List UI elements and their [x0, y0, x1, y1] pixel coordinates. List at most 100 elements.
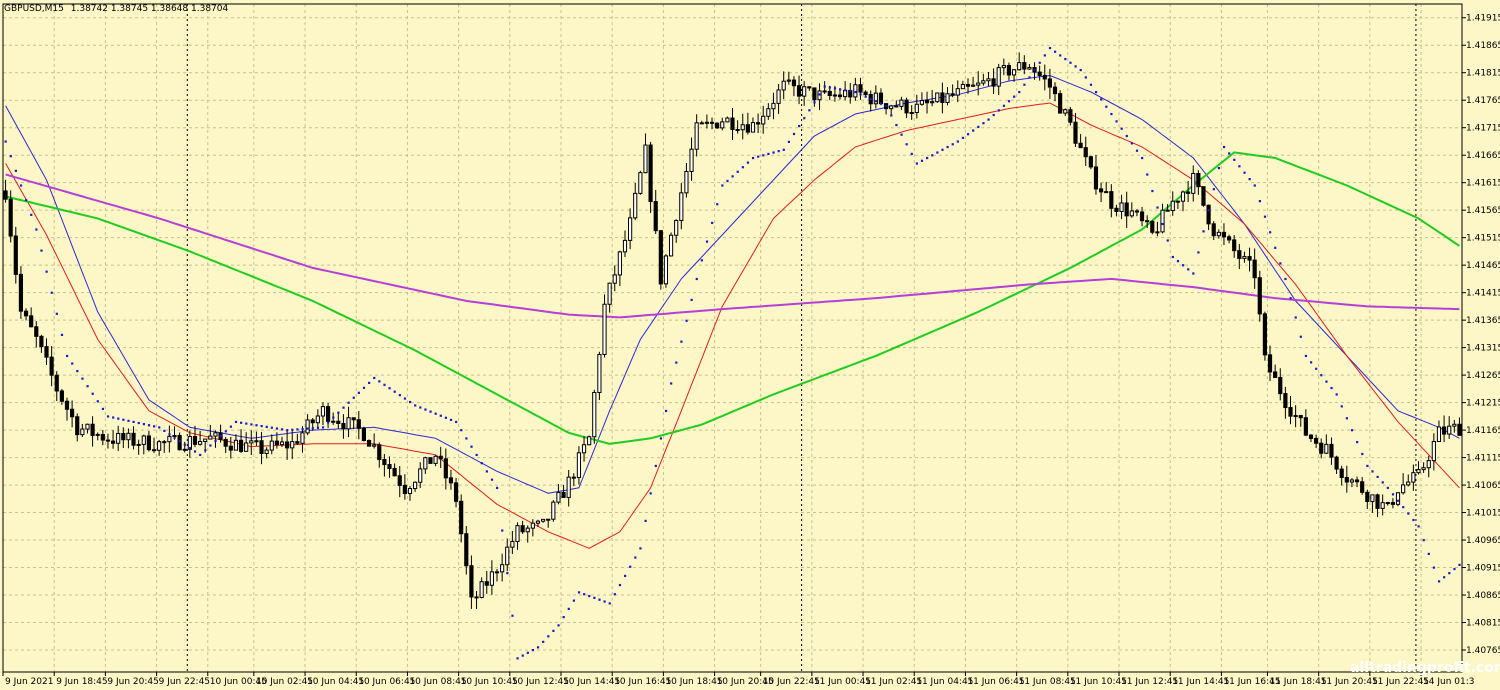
candle	[438, 446, 443, 469]
candle	[1134, 209, 1140, 217]
candle-body	[177, 434, 182, 451]
psar-dot	[122, 418, 125, 421]
psar-dot	[1192, 272, 1195, 275]
candle-body	[1385, 502, 1390, 505]
x-tick-label: 14 Jun 01:3	[1423, 677, 1474, 687]
candle-body	[433, 455, 438, 464]
psar-dot	[137, 421, 140, 425]
psar-dot	[4, 140, 7, 143]
candle	[192, 425, 198, 448]
psar-dot	[86, 385, 89, 388]
psar-dot	[173, 436, 176, 439]
psar-dot	[890, 114, 893, 117]
psar-dot	[1412, 518, 1415, 522]
candle-body	[121, 432, 126, 441]
candle-body	[1083, 147, 1088, 158]
candle	[971, 76, 976, 87]
psar-dot	[946, 145, 949, 149]
candle-body	[981, 80, 986, 84]
candle-body	[1273, 371, 1278, 378]
candle	[1431, 433, 1436, 471]
candle	[1180, 190, 1186, 212]
candle	[157, 439, 162, 456]
candle	[1457, 417, 1462, 436]
psar-dot	[414, 404, 417, 407]
candle-body	[945, 93, 950, 103]
psar-dot	[496, 486, 499, 490]
candle	[1385, 501, 1390, 506]
psar-dot	[9, 155, 12, 158]
candle	[121, 427, 126, 449]
candle	[500, 553, 505, 582]
candle-body	[249, 440, 254, 444]
candle	[1165, 204, 1170, 212]
candle-body	[459, 500, 464, 535]
ohlc-readout: 1.38742 1.38745 1.38648 1.38704	[71, 4, 229, 14]
candle-body	[530, 522, 535, 529]
psar-dot	[1274, 246, 1277, 249]
psar-dot	[1176, 260, 1180, 263]
candle	[285, 430, 290, 460]
candle	[1150, 220, 1155, 235]
candle-body	[351, 417, 356, 421]
candle	[397, 466, 402, 498]
psar-dot	[787, 140, 791, 143]
psar-dot	[526, 651, 529, 654]
psar-dot	[931, 154, 934, 157]
candle-body	[131, 432, 136, 446]
candle-body	[325, 406, 331, 422]
candle	[1083, 136, 1088, 166]
candle	[802, 81, 807, 106]
x-tick-label: 10 Jun 22:45	[763, 677, 820, 687]
psar-dot	[521, 654, 524, 657]
candle-body	[269, 440, 274, 451]
psar-dot	[306, 427, 309, 430]
candle-body	[709, 121, 715, 124]
candle	[464, 526, 469, 575]
candle	[551, 500, 556, 522]
candle	[735, 120, 740, 134]
psar-dot	[900, 133, 903, 136]
candle-body	[1426, 460, 1431, 469]
candle	[597, 351, 602, 400]
candle-body	[413, 481, 418, 490]
psar-dot	[618, 583, 622, 587]
candle-body	[1232, 239, 1237, 252]
psar-dot	[1115, 120, 1118, 123]
x-tick-label: 10 Jun 04:45	[307, 677, 364, 687]
psar-dot	[1294, 316, 1297, 319]
candle-body	[766, 108, 771, 117]
psar-dot	[234, 420, 238, 424]
candle-body	[812, 87, 817, 101]
psar-dot	[1084, 76, 1087, 79]
candle-body	[633, 192, 638, 219]
psar-dot	[301, 427, 304, 431]
psar-dot	[1217, 167, 1221, 170]
candle-body	[44, 346, 49, 358]
candle	[208, 424, 213, 440]
x-tick-label: 11 Jun 18:45	[1269, 677, 1326, 687]
candle-body	[1001, 64, 1006, 69]
candle-body	[894, 105, 899, 108]
candle	[607, 282, 612, 313]
x-tick-label: 10 Jun 12:45	[512, 677, 569, 687]
candle	[198, 430, 203, 446]
candle	[1221, 223, 1227, 246]
candle-body	[1068, 109, 1073, 123]
candle	[1078, 134, 1083, 149]
candle-body	[443, 458, 448, 479]
candle	[1027, 63, 1032, 70]
psar-dot	[240, 421, 243, 424]
candle	[771, 92, 776, 120]
psar-dot	[951, 143, 954, 146]
candle	[341, 414, 346, 439]
candle-body	[29, 315, 34, 328]
psar-dot	[147, 424, 151, 427]
psar-dot	[1335, 393, 1338, 396]
candle-body	[1339, 468, 1344, 478]
y-tick-label: 1.41515	[1466, 234, 1500, 244]
candle-body	[597, 353, 602, 393]
candle-body	[1452, 423, 1457, 427]
psar-dot	[1002, 104, 1006, 107]
x-tick-label: 9 Jun 20:45	[107, 677, 158, 687]
